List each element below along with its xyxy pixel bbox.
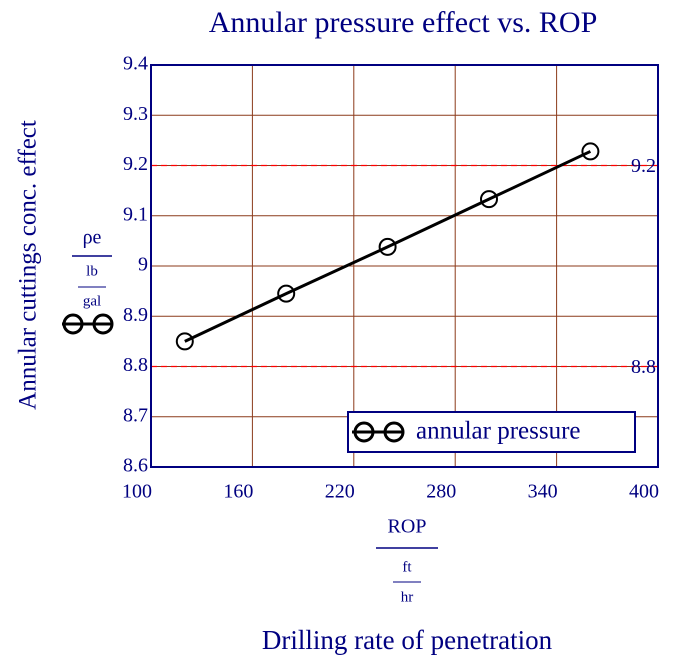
x-tick-label: 160 — [223, 481, 253, 503]
y-unit-den: gal — [83, 293, 101, 309]
y-series-symbol — [62, 313, 114, 335]
legend-symbol — [383, 421, 405, 443]
x-tick-label: 220 — [325, 481, 355, 503]
x-tick-label: 100 — [122, 481, 152, 503]
series-line — [184, 150, 592, 343]
reference-label: 8.8 — [631, 356, 656, 378]
y-tick-label: 9.3 — [123, 103, 148, 125]
y-tick-label: 9.2 — [123, 153, 148, 175]
y-variable: ρe — [83, 227, 102, 249]
y-tick-label: 8.8 — [123, 354, 148, 376]
y-tick-label: 8.9 — [123, 304, 148, 326]
legend-symbol — [353, 421, 375, 443]
y-tick-label: 9.4 — [123, 53, 148, 75]
x-variable: ROP — [388, 516, 427, 538]
x-tick-label: 400 — [629, 481, 659, 503]
data-point — [581, 142, 600, 161]
plot-frame — [150, 64, 659, 468]
data-point — [277, 284, 296, 303]
y-tick-label: 9.1 — [123, 203, 148, 225]
y-tick-label: 8.7 — [123, 404, 148, 426]
chart-title: Annular pressure effect vs. ROP — [209, 6, 598, 39]
x-tick-label: 280 — [426, 481, 456, 503]
reference-label: 9.2 — [631, 155, 656, 177]
data-point — [480, 190, 498, 209]
legend-label: annular pressure — [416, 418, 581, 445]
data-point — [378, 237, 397, 256]
x-unit-num: ft — [402, 559, 412, 575]
y-tick-label: 8.6 — [123, 455, 148, 477]
x-axis-label: Drilling rate of penetration — [262, 625, 553, 655]
data-point — [175, 332, 194, 351]
x-tick-label: 340 — [528, 481, 558, 503]
y-axis-label: Annular cuttings conc. effect — [15, 120, 42, 410]
legend: annular pressure — [347, 411, 636, 453]
x-unit-den: hr — [401, 589, 414, 605]
y-unit-num: lb — [86, 263, 98, 279]
y-tick-label: 9 — [138, 254, 148, 276]
